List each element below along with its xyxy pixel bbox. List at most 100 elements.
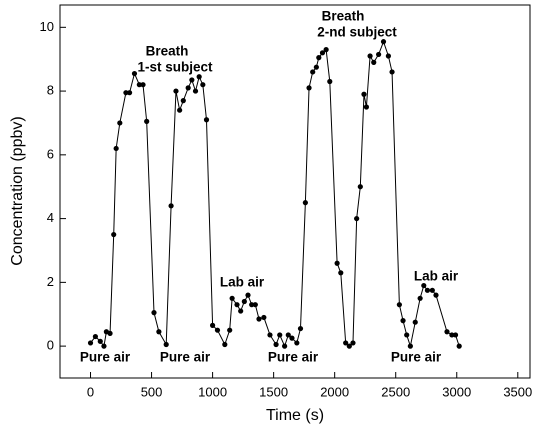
data-point [456,343,462,349]
data-point [404,332,410,338]
data-point [123,90,129,96]
data-point [319,50,326,56]
data-point [361,91,367,97]
data-point [234,302,240,308]
data-point [376,51,382,58]
data-point [334,260,340,266]
data-point [200,82,206,88]
data-point [363,104,370,110]
data-point [245,292,251,298]
data-point [249,302,255,308]
data-point [449,332,455,338]
data-point [117,120,123,126]
annotation: Pure air [80,350,131,365]
data-point [367,53,373,59]
data-point [400,318,406,324]
data-point [140,82,146,88]
data-point [144,118,150,124]
data-point [214,327,221,333]
data-point [241,298,247,305]
data-point [87,340,94,346]
annotation: 1-st subject [137,60,213,75]
data-point [338,270,344,276]
data-point [111,231,117,238]
data-point [444,329,450,335]
data-point [101,343,107,349]
annotation: 2-nd subject [317,25,397,40]
data-point [173,88,179,94]
data-point [180,98,186,104]
y-tick-label: 6 [47,146,54,161]
data-point [256,316,262,322]
data-point [261,314,267,321]
data-point [126,90,133,96]
data-point [412,319,418,325]
x-tick-label: 1500 [259,384,288,399]
data-point [196,74,202,80]
data-point [297,325,304,332]
annotation: Breath [146,44,189,59]
annotation: Pure air [391,350,442,365]
data-point [306,85,312,91]
x-tick-label: 2500 [381,384,410,399]
data-point [433,292,439,298]
data-point [289,335,295,341]
y-tick-label: 2 [47,274,54,289]
x-tick-label: 2000 [320,384,349,399]
data-point [313,64,319,70]
data-point [163,341,169,348]
data-point [203,117,210,123]
plot-frame [59,4,531,379]
data-point [452,332,459,338]
data-point [354,215,360,222]
data-point [343,340,349,346]
data-point [285,332,291,338]
y-tick-label: 10 [40,19,54,34]
y-tick-label: 8 [47,83,54,98]
annotation: Breath [322,9,365,24]
data-point [227,327,233,333]
x-tick-label: 500 [141,384,163,399]
data-point [189,77,195,83]
data-point [302,200,308,206]
data-point [424,287,431,293]
data-point [222,341,228,348]
data-point [97,338,103,344]
annotation: Pure air [160,350,211,365]
data-point [131,70,138,77]
x-tick-label: 3000 [442,384,471,399]
data-line [90,40,460,349]
data-point [92,333,99,340]
data-point [273,341,279,348]
data-point [185,85,191,91]
data-point [294,340,300,346]
data-point [417,295,423,301]
x-tick-label: 0 [87,384,94,399]
annotation: Lab air [414,269,459,284]
data-point [396,302,402,308]
data-point [380,39,387,45]
data-point [151,310,157,316]
data-point [113,145,119,152]
data-point [252,302,258,308]
data-point [282,343,288,349]
data-point [407,343,413,349]
data-point [385,53,391,59]
data-point [277,332,283,338]
data-point [192,88,199,94]
data-point [323,47,329,53]
data-point [238,308,244,314]
annotation: Pure air [268,350,319,365]
data-point [229,295,235,301]
annotation: Lab air [220,275,265,290]
data-point [177,107,183,113]
data-point [327,78,333,85]
data-point [350,340,356,346]
data-point [267,332,273,338]
data-point [310,69,316,75]
y-tick-label: 4 [47,210,54,225]
data-point [346,343,352,349]
y-axis-label: Concentration (ppbv) [9,116,26,265]
